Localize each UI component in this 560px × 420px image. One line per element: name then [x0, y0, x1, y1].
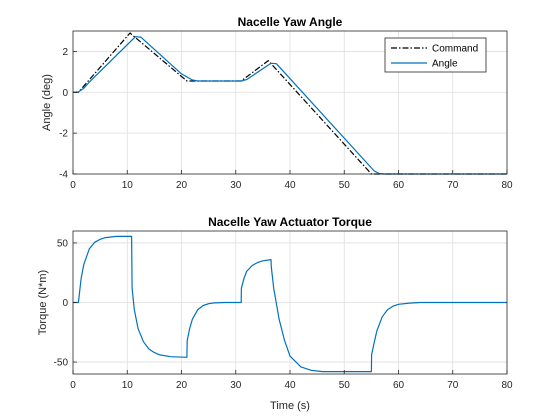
axes2-series-line-torque [73, 235, 507, 373]
axes1-x-tick-label: 20 [176, 180, 188, 191]
yaw-torque-y-axis-label: Torque (N*m) [37, 270, 49, 335]
legend-label-angle: Angle [432, 59, 458, 70]
axes1-x-tick-label: 40 [284, 180, 296, 191]
yaw-torque-x-axis-label: Time (s) [270, 400, 310, 412]
axes2-x-tick-label: 20 [176, 380, 188, 391]
axes2-y-tick-label: 50 [57, 238, 69, 249]
axes1-x-tick-label: 60 [393, 180, 405, 191]
yaw-angle-ticks: 0 10 20 30 40 50 60 70 80 -4 -2 0 2 [59, 47, 513, 191]
axes1-x-tick-label: 10 [122, 180, 134, 191]
axes1-series-line-angle [72, 36, 507, 175]
axes2-x-tick-label: 60 [393, 380, 405, 391]
axes2-x-tick-label: 10 [122, 380, 134, 391]
axes2-x-tick-label: 70 [447, 380, 459, 391]
axes1-x-tick-label: 30 [230, 180, 242, 191]
axes1-y-tick-label: 0 [62, 88, 68, 99]
axes2-x-tick-label: 0 [70, 380, 76, 391]
axes2-x-tick-label: 40 [284, 380, 296, 391]
axes1-x-tick-label: 0 [70, 180, 76, 191]
axes1-y-tick-label: 2 [62, 47, 68, 58]
axes1-x-tick-label: 70 [447, 180, 459, 191]
legend-box [384, 37, 487, 73]
legend: Command Angle [384, 37, 487, 73]
yaw-angle-axes: 0 10 20 30 40 50 60 70 80 -4 -2 0 2 Nacelle Yaw Angl… [41, 15, 513, 191]
axes2-x-tick-label: 30 [230, 380, 242, 391]
axes2-y-tick-label: 0 [62, 298, 68, 309]
yaw-angle-y-axis-label: Angle (deg) [41, 74, 53, 131]
axes2-y-tick-label: -50 [54, 358, 69, 369]
axes1-y-tick-label: -4 [59, 170, 68, 181]
axes1-y-tick-label: -2 [59, 129, 68, 140]
axes1-x-tick-label: 50 [339, 180, 351, 191]
yaw-torque-title: Nacelle Yaw Actuator Torque [208, 215, 372, 229]
yaw-angle-plot-area [72, 32, 507, 175]
yaw-angle-title: Nacelle Yaw Angle [238, 15, 343, 29]
yaw-torque-plot-area [73, 235, 507, 373]
axes2-x-tick-label: 80 [501, 380, 513, 391]
axes2-x-tick-label: 50 [339, 380, 351, 391]
axes1-x-tick-label: 80 [501, 180, 513, 191]
legend-label-command: Command [432, 44, 478, 55]
